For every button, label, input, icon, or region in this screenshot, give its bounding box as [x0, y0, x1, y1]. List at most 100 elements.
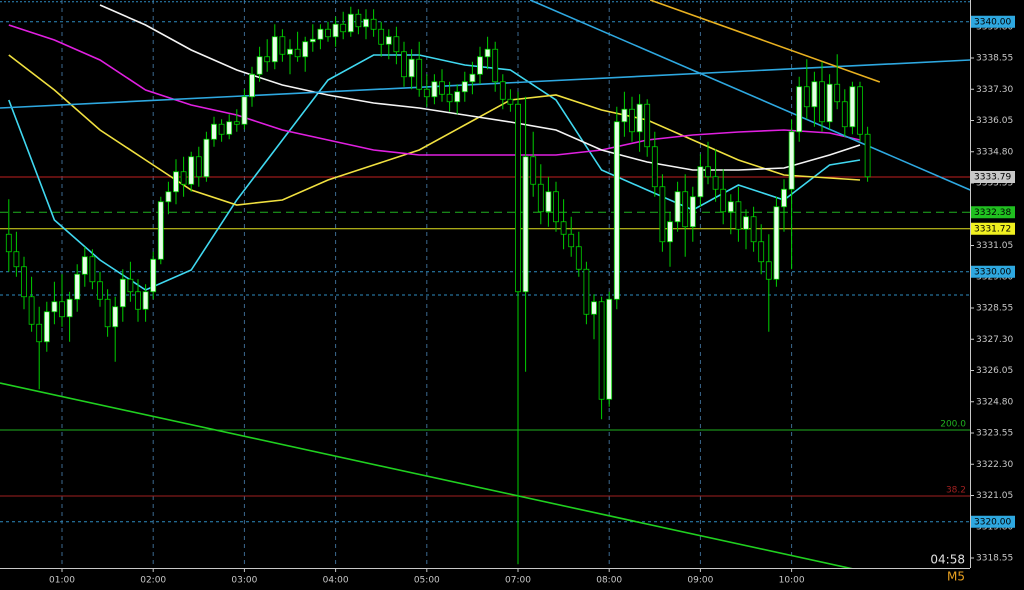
candle-body [507, 98, 514, 105]
candle-body [211, 123, 217, 140]
candle-body [743, 216, 749, 230]
candle-body [819, 81, 825, 123]
candle-body [36, 323, 43, 343]
candle-body [484, 48, 491, 58]
candle-body [522, 156, 529, 293]
candle-body [393, 36, 400, 53]
y-tick-label: 3338.55 [976, 54, 1013, 64]
candle-body [302, 41, 309, 58]
candle-body [378, 28, 385, 45]
candle-body [165, 191, 172, 203]
candle-body [256, 56, 263, 75]
candle-body [560, 221, 567, 235]
x-tick-label: 05:00 [414, 576, 440, 586]
candle-body [553, 191, 559, 223]
candle-body [705, 166, 711, 178]
y-tick-label: 3328.55 [976, 304, 1013, 314]
candle-body [720, 188, 727, 213]
candle-body [309, 38, 316, 43]
indicator-line [8, 24, 861, 156]
candle-body [583, 268, 590, 315]
candle-body [575, 246, 582, 270]
candle-body [492, 48, 499, 83]
candle-body [157, 201, 164, 260]
candle-body [279, 36, 286, 55]
price-box [971, 171, 1015, 183]
candle-body [332, 23, 339, 38]
candle-body [325, 28, 331, 38]
price-box [971, 222, 1015, 235]
indicator-line [649, 0, 881, 83]
candle-body [773, 206, 780, 280]
candle-body [218, 123, 225, 135]
price-box-label: 3332.38 [974, 208, 1011, 218]
plot-area [0, 0, 970, 568]
candle-body [735, 201, 742, 230]
candle-body [826, 83, 833, 123]
candle-body [461, 81, 468, 93]
y-tick-label: 3324.80 [976, 397, 1013, 407]
candle-body [781, 188, 787, 208]
candle-body [226, 121, 233, 135]
candle-body [834, 83, 841, 103]
candle-body [43, 311, 50, 343]
x-tick-label: 03:00 [231, 576, 257, 586]
candle-body [629, 108, 635, 133]
y-tick-label: 3333.55 [976, 179, 1013, 189]
candle-body [408, 58, 415, 78]
candle-body [606, 298, 613, 400]
candle-body [750, 216, 757, 243]
indicator-line [99, 4, 861, 171]
candle-body [59, 301, 65, 318]
y-tick-label: 3331.05 [976, 241, 1013, 251]
candle-body [537, 183, 544, 213]
candle-body [135, 291, 141, 310]
candle-body [469, 73, 476, 83]
candle-body [613, 121, 620, 300]
candle-body [180, 171, 187, 185]
candle-body [857, 86, 863, 135]
candle-body [841, 101, 848, 128]
candle-body [287, 48, 293, 55]
candle-body [5, 233, 12, 253]
candle-body [249, 73, 255, 98]
y-tick-label: 3326.05 [976, 366, 1013, 376]
x-tick-label: 04:00 [323, 576, 349, 586]
indicator-line [529, 0, 970, 191]
y-tick-label: 3336.05 [976, 116, 1013, 126]
price-box [971, 515, 1015, 528]
candle-body [203, 138, 210, 178]
price-box [971, 15, 1015, 28]
price-box-label: 3330.00 [974, 267, 1011, 277]
candle-body [21, 266, 27, 298]
candle-body [401, 51, 407, 78]
candle-body [340, 23, 347, 33]
indicator-line [8, 54, 861, 206]
candle-body [439, 81, 445, 95]
price-box-label: 3320.00 [974, 517, 1011, 527]
price-box [971, 265, 1015, 278]
level-text: 200.0 [940, 420, 966, 430]
candle-body [355, 13, 362, 28]
candle-body [294, 48, 301, 58]
candle-body [363, 18, 369, 28]
candle-body [864, 133, 871, 178]
candle-body [119, 278, 126, 308]
y-tick-label: 3322.30 [976, 460, 1013, 470]
candle-body [173, 171, 179, 193]
candle-body [530, 156, 537, 185]
candle-body [271, 36, 278, 63]
candle-body [13, 251, 20, 268]
candle-body [416, 58, 423, 90]
candle-body [233, 121, 240, 125]
candle-body [264, 56, 271, 63]
y-tick-label: 3318.55 [976, 554, 1013, 564]
price-box [971, 206, 1015, 219]
candle-body [727, 201, 734, 213]
x-tick-label: 02:00 [140, 576, 166, 586]
candle-body [598, 301, 605, 400]
candle-body [74, 273, 81, 300]
x-tick-label: 08:00 [596, 576, 622, 586]
candle-body [454, 91, 461, 103]
